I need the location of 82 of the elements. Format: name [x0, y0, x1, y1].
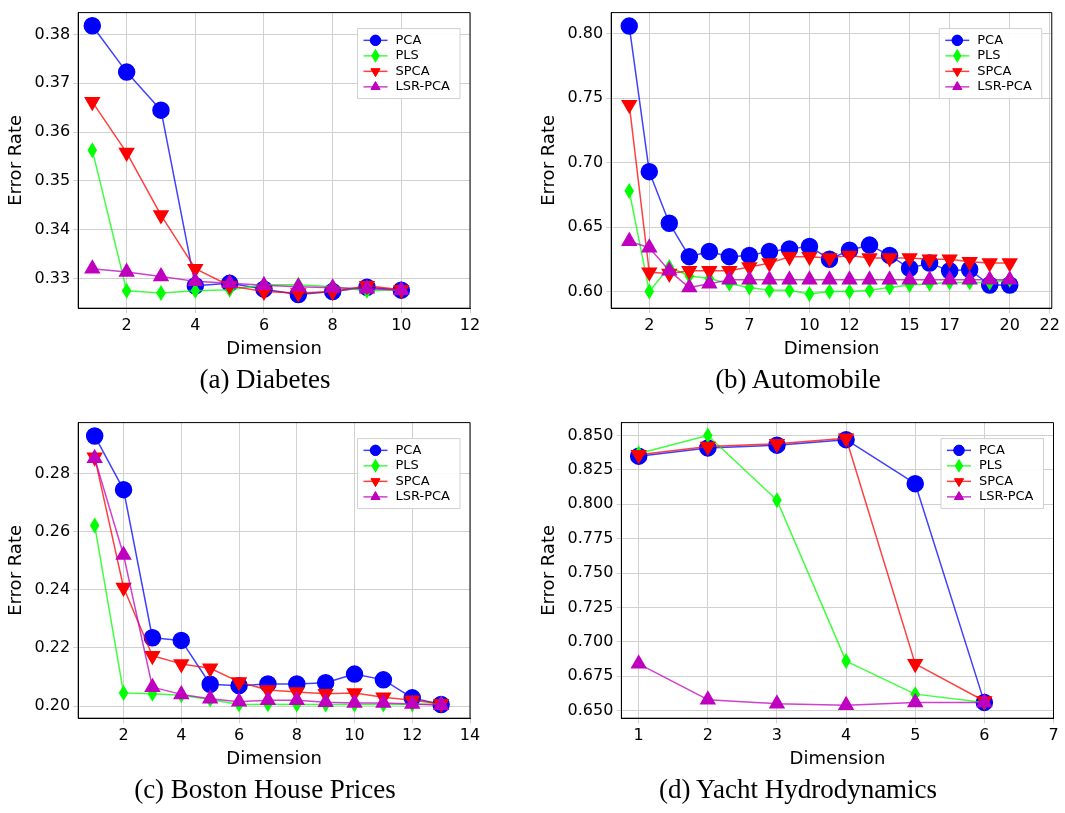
- x-tick-label: 10: [799, 314, 820, 334]
- y-tick-label: 0.800: [567, 493, 614, 513]
- y-tick-label: 0.700: [567, 631, 614, 651]
- legend-label: PLS: [979, 457, 1003, 473]
- legend-label: PLS: [395, 457, 419, 473]
- legend-label: PCA: [977, 31, 1004, 47]
- x-tick-label: 2: [702, 724, 713, 744]
- y-axis-title: Error Rate: [537, 114, 559, 206]
- x-axis-title: Dimension: [226, 336, 322, 358]
- y-tick-label: 0.35: [34, 170, 71, 190]
- x-tick-label: 8: [291, 724, 302, 744]
- legend-label: SPCA: [977, 62, 1012, 78]
- text: (b) Automobile: [714, 364, 882, 395]
- legend-label: PCA: [395, 441, 422, 457]
- y-tick-label: 0.37: [34, 72, 71, 92]
- x-tick-label: 5: [704, 314, 715, 334]
- x-tick-label: 1: [633, 724, 644, 744]
- y-tick-label: 0.850: [567, 424, 614, 444]
- x-tick-label: 14: [459, 724, 481, 744]
- x-tick-label: 2: [644, 314, 655, 334]
- legend-label: PLS: [977, 47, 1001, 63]
- x-tick-label: 8: [327, 314, 338, 334]
- legend-label: LSR-PCA: [395, 488, 451, 504]
- x-tick-label: 22: [1039, 314, 1060, 334]
- legend-label: LSR-PCA: [977, 78, 1032, 94]
- legend-label: SPCA: [395, 472, 430, 488]
- y-tick-label: 0.28: [34, 462, 71, 482]
- legend-label: PCA: [395, 31, 422, 47]
- y-tick-label: 0.33: [34, 267, 71, 287]
- y-tick-label: 0.70: [567, 151, 604, 171]
- x-tick-label: 4: [176, 724, 187, 744]
- x-tick-label: 20: [999, 314, 1020, 334]
- x-tick-label: 2: [121, 314, 132, 334]
- x-tick-label: 15: [899, 314, 920, 334]
- x-tick-label: 6: [233, 724, 245, 744]
- text: (c) Boston House Prices: [133, 774, 397, 805]
- legend-label: LSR-PCA: [395, 78, 451, 94]
- legend-label: SPCA: [395, 62, 430, 78]
- x-tick-label: 12: [402, 724, 423, 744]
- x-tick-label: 3: [771, 724, 783, 744]
- y-axis-title: Error Rate: [537, 524, 559, 616]
- y-tick-label: 0.38: [34, 23, 71, 43]
- x-tick-label: 4: [190, 314, 201, 334]
- y-tick-label: 0.36: [34, 121, 71, 141]
- x-tick-label: 12: [839, 314, 860, 334]
- y-tick-label: 0.675: [567, 665, 614, 685]
- y-axis-title: Error Rate: [4, 524, 26, 616]
- x-axis-title: Dimension: [226, 746, 322, 768]
- x-tick-label: 6: [258, 314, 270, 334]
- legend-label: LSR-PCA: [979, 488, 1034, 504]
- y-tick-label: 0.65: [567, 216, 604, 236]
- text: (a) Diabetes: [198, 364, 332, 395]
- y-tick-label: 0.650: [567, 699, 614, 719]
- y-tick-label: 0.825: [567, 459, 614, 479]
- y-tick-label: 0.80: [567, 23, 604, 43]
- legend-label: PLS: [395, 47, 419, 63]
- y-tick-label: 0.60: [567, 280, 604, 300]
- y-tick-label: 0.24: [34, 579, 71, 599]
- x-tick-label: 10: [344, 724, 365, 744]
- y-tick-label: 0.34: [34, 218, 71, 238]
- y-tick-label: 0.26: [34, 520, 71, 540]
- x-tick-label: 7: [744, 314, 755, 334]
- x-tick-label: 4: [841, 724, 852, 744]
- x-tick-label: 10: [391, 314, 412, 334]
- y-tick-label: 0.75: [567, 87, 604, 107]
- x-axis-title: Dimension: [789, 746, 886, 768]
- y-tick-label: 0.22: [34, 637, 71, 657]
- x-tick-label: 2: [118, 724, 129, 744]
- x-tick-label: 6: [979, 724, 990, 744]
- x-tick-label: 5: [910, 724, 921, 744]
- text: (d) Yacht Hydrodynamics: [657, 774, 939, 805]
- y-axis-title: Error Rate: [4, 114, 26, 206]
- x-tick-label: 17: [939, 314, 960, 334]
- y-tick-label: 0.725: [567, 596, 614, 616]
- y-tick-label: 0.775: [567, 527, 614, 547]
- legend-label: PCA: [979, 441, 1005, 457]
- x-tick-label: 12: [459, 314, 481, 334]
- y-tick-label: 0.20: [34, 695, 71, 715]
- x-axis-title: Dimension: [783, 336, 880, 358]
- y-tick-label: 0.750: [567, 562, 614, 582]
- x-tick-label: 7: [1048, 724, 1059, 744]
- legend-label: SPCA: [979, 472, 1014, 488]
